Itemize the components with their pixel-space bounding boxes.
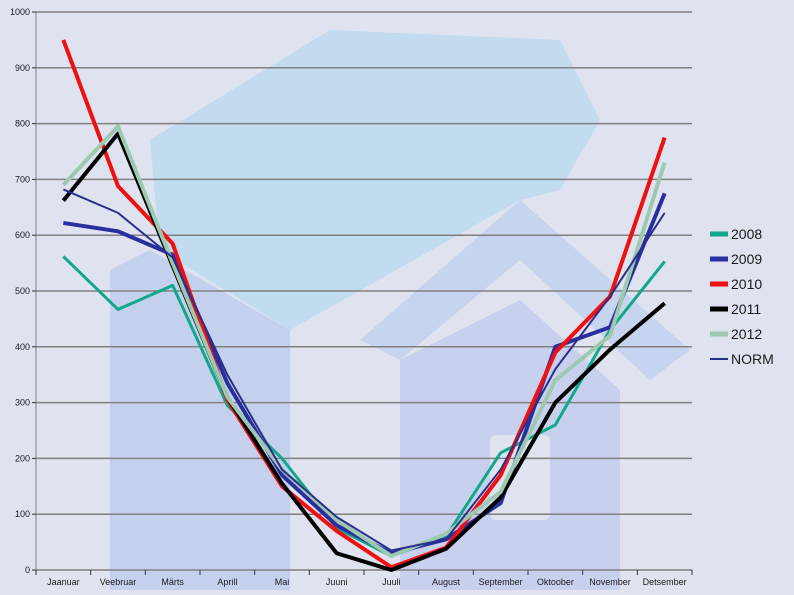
series-lines — [61, 39, 667, 572]
legend-label-2008: 2008 — [731, 226, 762, 242]
x-tick-label: September — [479, 577, 523, 587]
series-line-norm — [62, 188, 666, 552]
y-tick-label: 600 — [15, 230, 30, 240]
y-tick-label: 300 — [15, 398, 30, 408]
y-tick-label: 400 — [15, 342, 30, 352]
y-tick-label: 700 — [15, 174, 30, 184]
series-line-2012 — [61, 124, 667, 559]
x-tick-label: Märts — [161, 577, 184, 587]
legend-label-2010: 2010 — [731, 276, 762, 292]
y-tick-label: 1000 — [10, 7, 30, 17]
y-tick-label: 100 — [15, 509, 30, 519]
legend-label-2012: 2012 — [731, 326, 762, 342]
x-tick-label: Oktoober — [537, 577, 574, 587]
y-tick-label: 900 — [15, 63, 30, 73]
y-tick-label: 500 — [15, 286, 30, 296]
x-tick-label: Mai — [275, 577, 290, 587]
x-tick-label: August — [432, 577, 461, 587]
y-tick-label: 0 — [25, 565, 30, 575]
x-tick-label: Veebruar — [100, 577, 137, 587]
legend-label-2011: 2011 — [731, 301, 761, 317]
series-line-2010 — [61, 39, 667, 570]
x-axis-ticks: Jaanuar Veebruar Märts Aprill Mai Juuni Juuli A… — [35, 570, 693, 587]
legend-label-2009: 2009 — [731, 251, 762, 267]
x-tick-label: Jaanuar — [47, 577, 80, 587]
x-tick-label: Juuli — [382, 577, 401, 587]
y-axis-ticks: 0 100 200 300 400 500 600 700 800 900 1000 — [10, 7, 36, 575]
legend-label-norm: NORM — [731, 351, 774, 367]
x-tick-label: Juuni — [326, 577, 348, 587]
y-tick-label: 800 — [15, 119, 30, 129]
series-line-2008 — [62, 255, 666, 558]
x-tick-label: November — [589, 577, 631, 587]
x-tick-label: Detsember — [643, 577, 687, 587]
legend: 2008 2009 2010 2011 2012 NORM — [710, 226, 774, 367]
x-tick-label: Aprill — [217, 577, 237, 587]
y-tick-label: 200 — [15, 453, 30, 463]
